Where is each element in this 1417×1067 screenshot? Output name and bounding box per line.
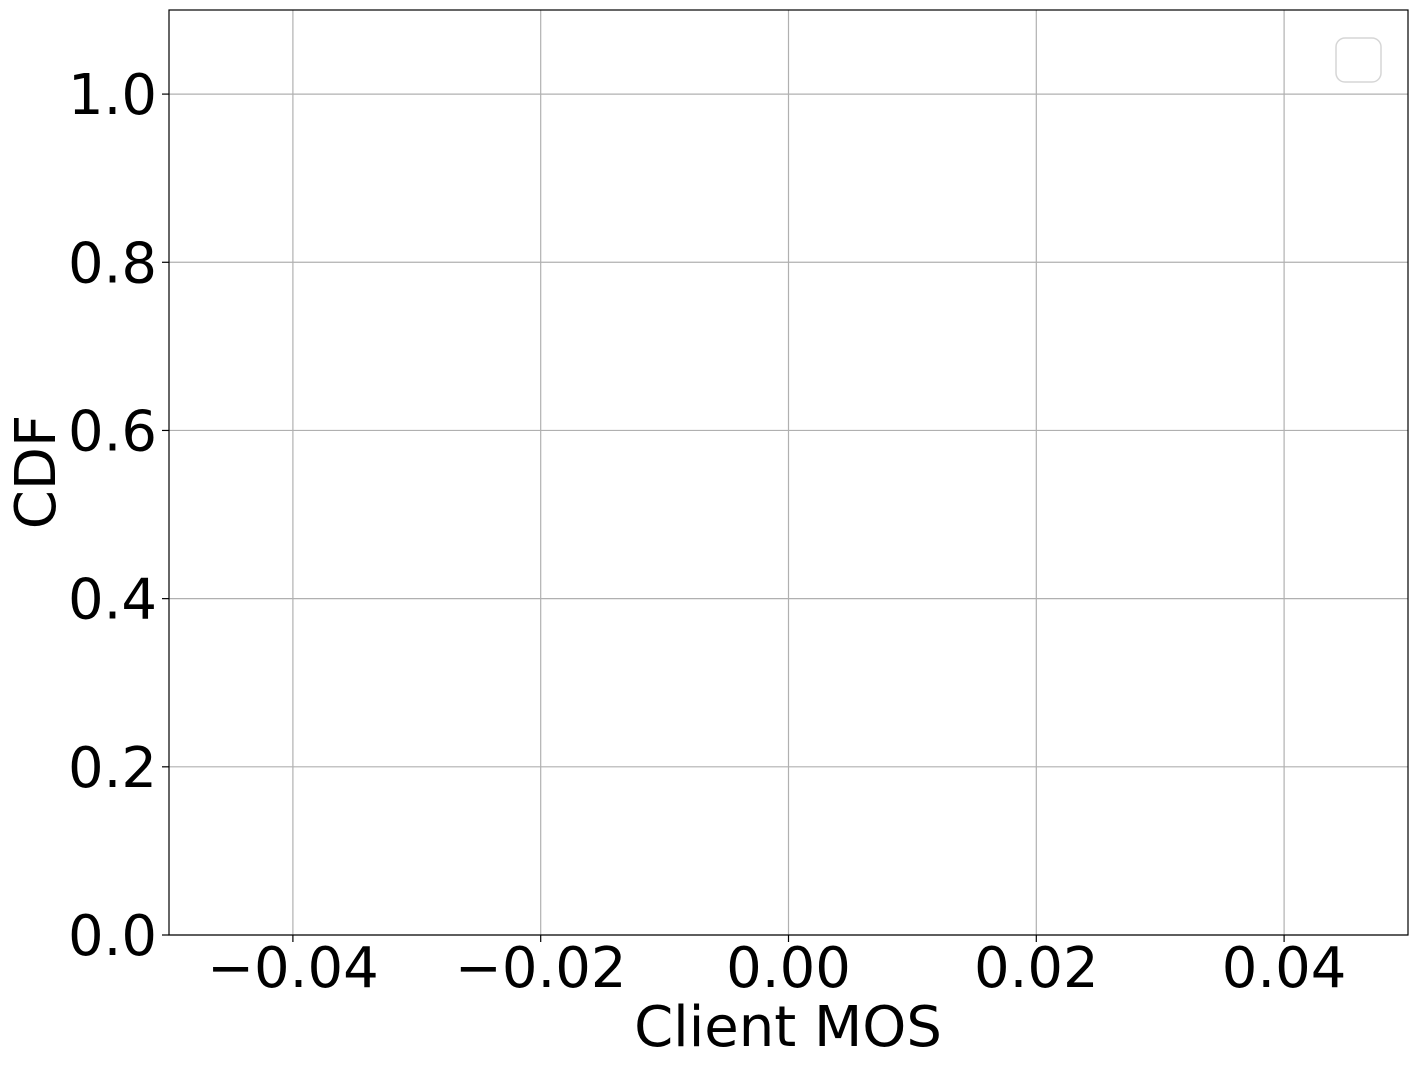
y-tick-label: 0.0 [68,904,157,969]
x-tick-label: 0.04 [1222,936,1347,1001]
legend-box [1335,37,1382,83]
y-tick-label: 0.8 [68,231,157,296]
y-tick-labels: 0.0 0.2 0.4 0.6 0.8 1.0 [68,63,157,969]
x-tick-label: −0.02 [455,936,627,1001]
y-tick-label: 0.4 [68,568,157,633]
grid-lines [169,10,1408,936]
y-tick-label: 0.6 [68,399,157,464]
y-tick-label: 0.2 [68,736,157,801]
x-tick-label: 0.00 [726,936,851,1001]
y-tick-label: 1.0 [68,63,157,128]
x-tick-labels: −0.04 −0.02 0.00 0.02 0.04 [207,936,1346,1001]
x-tick-label: 0.02 [974,936,1099,1001]
tick-marks [162,93,1285,942]
x-tick-label: −0.04 [207,936,379,1001]
y-axis-title: CDF [4,415,69,529]
x-axis-title: Client MOS [634,995,942,1060]
